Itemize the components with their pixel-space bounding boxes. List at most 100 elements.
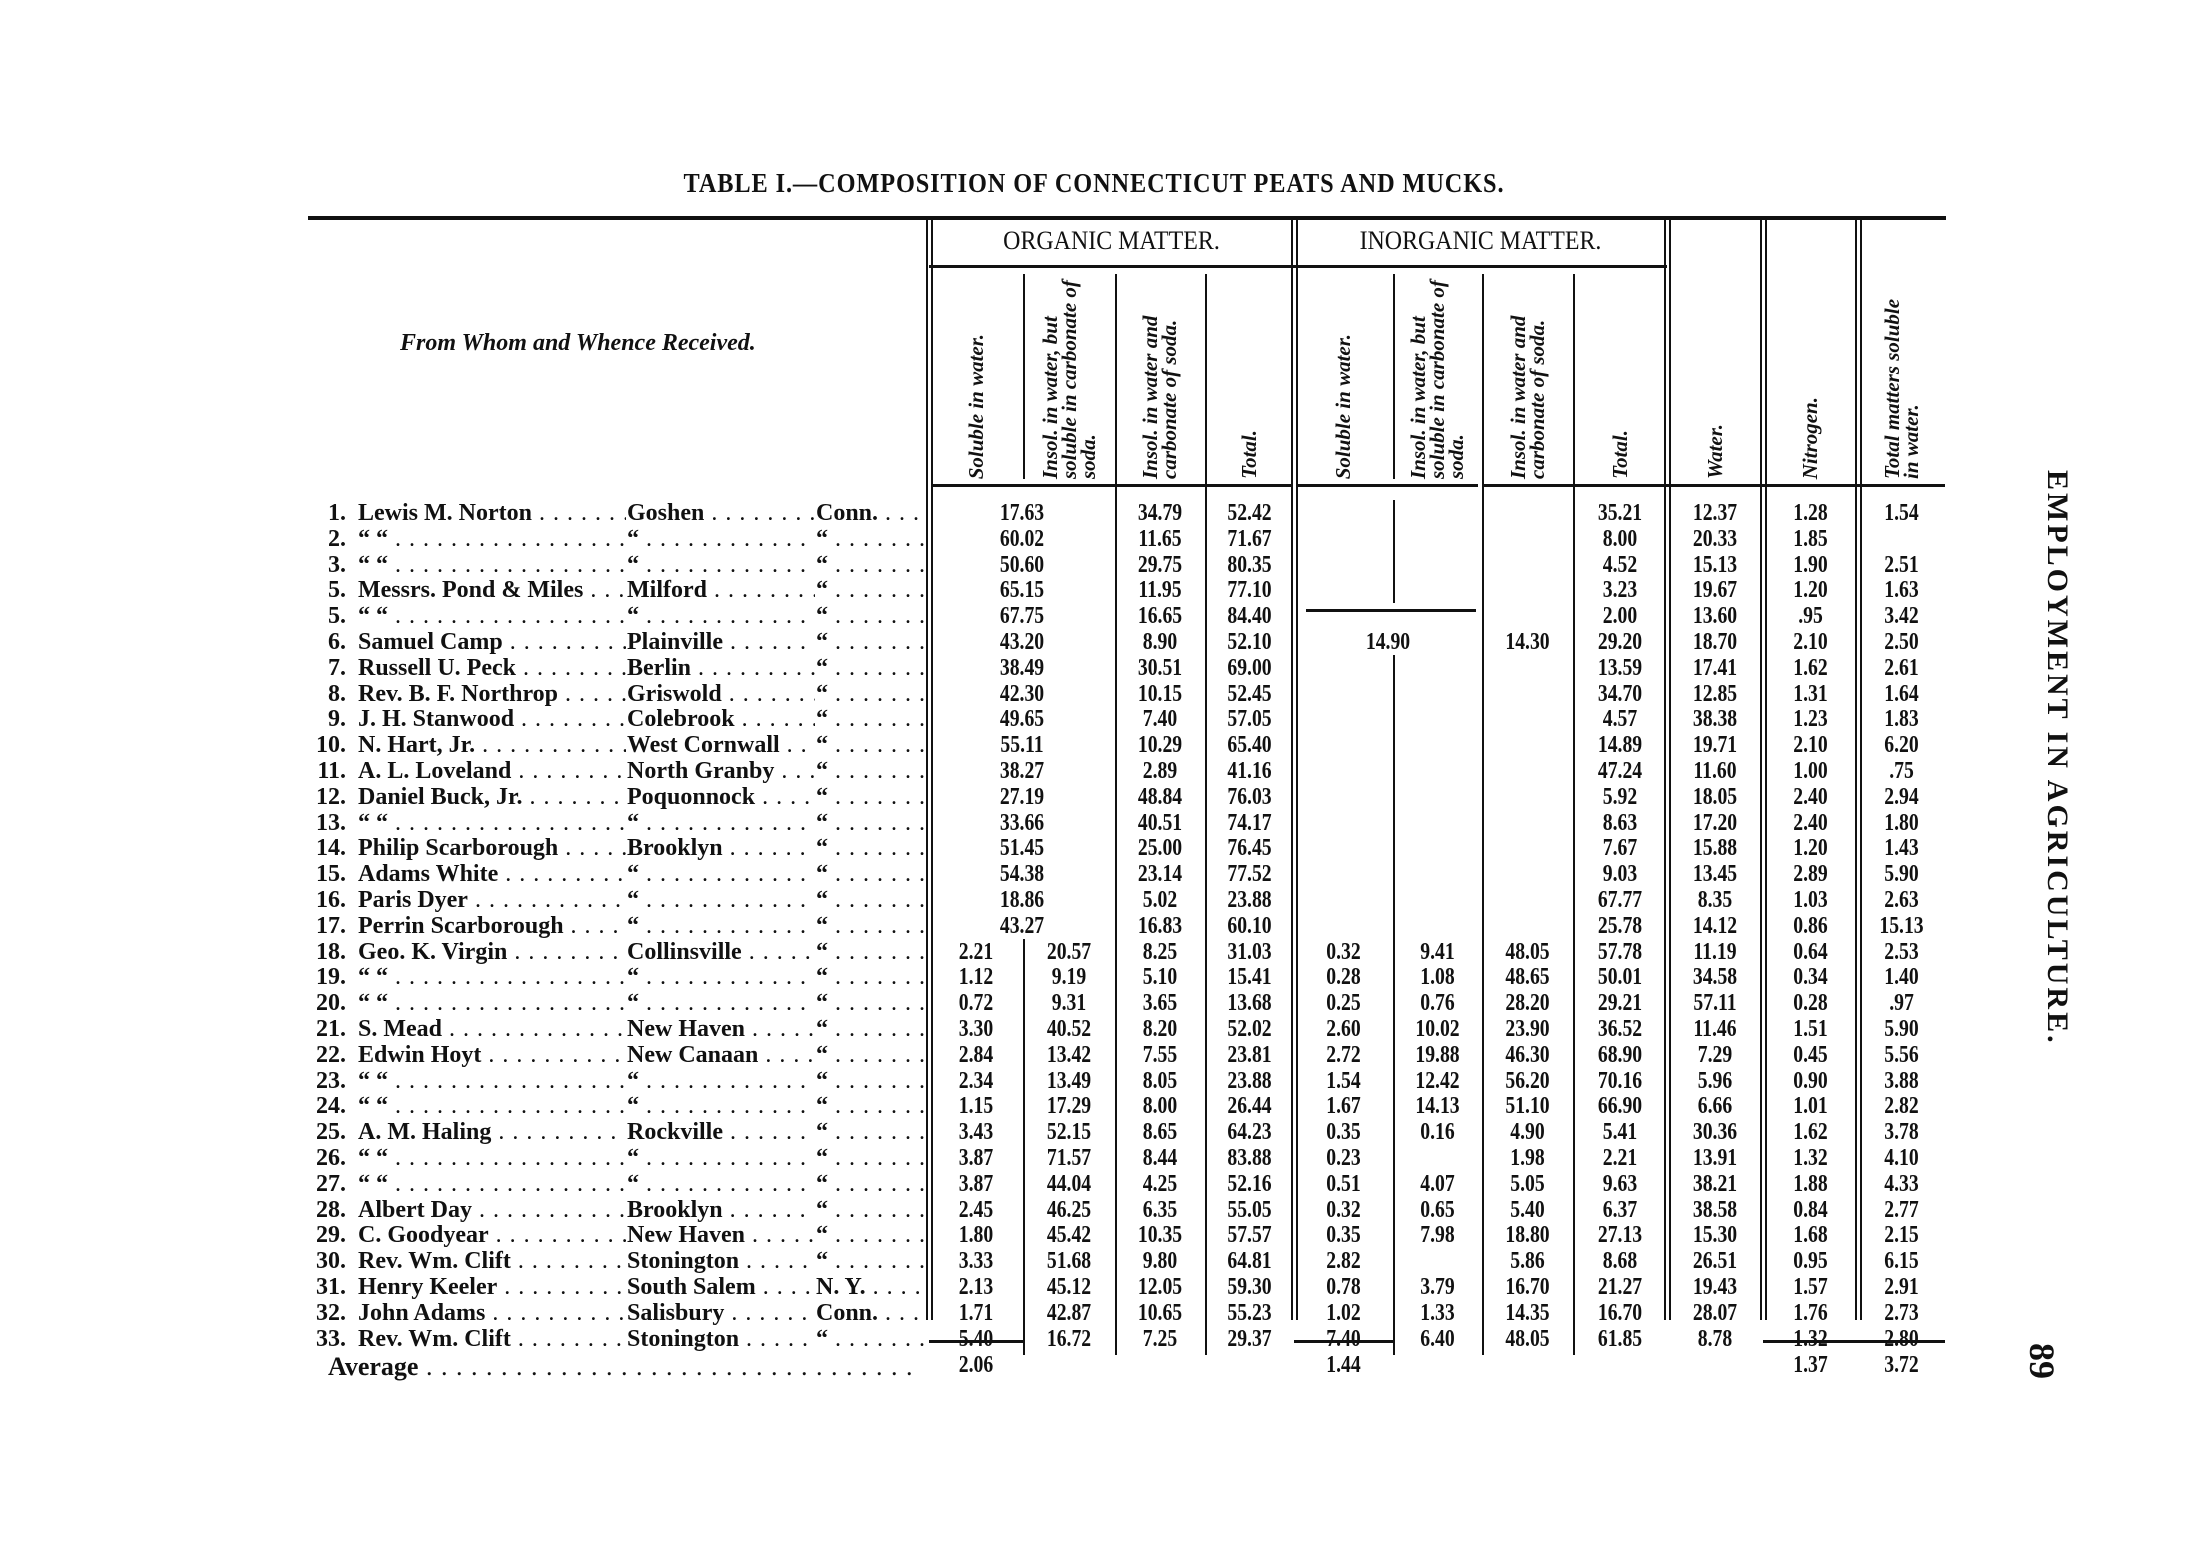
rule-line: [1858, 484, 1945, 487]
cell-total-soluble: 2.91: [1884, 1274, 1919, 1300]
town: “: [627, 552, 815, 578]
cell-nitrogen: 1.62: [1793, 1119, 1828, 1146]
cell-inorganic-insol: 5.40: [1510, 1196, 1545, 1223]
average-row-label: Average: [328, 1352, 918, 1382]
cell-organic-insol: 7.55: [1142, 1041, 1178, 1068]
cell-organic-insol: 34.79: [1137, 500, 1183, 526]
row-number: 13.: [316, 809, 346, 836]
cell-organic-soluble: 60.02: [999, 525, 1045, 552]
cell-organic-total: 52.16: [1227, 1170, 1272, 1197]
table-row: 9. J. H. StanwoodColebrook“ 49.65 7.40 57.05…: [0, 706, 2000, 732]
town: Rockville: [627, 1119, 815, 1145]
cell-water: 11.19: [1693, 938, 1737, 965]
town: West Cornwall: [627, 732, 815, 758]
sender-name: Rev. Wm. Clift: [358, 1248, 626, 1274]
column-header-text: Insol. in water and carbonate of soda.: [1138, 315, 1181, 479]
cell-inorganic-insol: 23.90: [1505, 1016, 1550, 1042]
cell-organic-insol-soluble-soda: 45.42: [1046, 1222, 1092, 1249]
town: “: [627, 1145, 815, 1171]
cell-inorganic-soluble: 2.82: [1326, 1248, 1361, 1275]
cell-inorganic-insol: 48.05: [1505, 1325, 1550, 1352]
table-row: 26.“ “““3.8771.578.4483.880.231.982.2113…: [0, 1145, 2000, 1171]
state: “: [816, 732, 926, 758]
table-title: TABLE I.—COMPOSITION OF CONNECTICUT PEAT…: [683, 168, 1505, 198]
row-number: 27.: [316, 1170, 346, 1197]
rule-line: [1115, 484, 1205, 487]
cell-inorganic-total: 8.00: [1602, 525, 1638, 552]
sender-name: Lewis M. Norton: [358, 500, 626, 526]
cell-inorganic-insol: 46.30: [1505, 1041, 1550, 1068]
row-number: 7.: [328, 654, 346, 681]
sender-name: Perrin Scarborough: [358, 913, 626, 939]
column-header-water: Water.: [1667, 274, 1763, 479]
cell-organic-soluble: 0.72: [958, 990, 994, 1017]
sender-name: Adams White: [358, 861, 626, 887]
cell-total-soluble: 2.73: [1884, 1299, 1919, 1326]
state: “: [816, 758, 926, 784]
cell-organic-soluble: 17.63: [999, 500, 1045, 526]
running-head: EMPLOYMENT IN AGRICULTURE.: [2041, 470, 2074, 1046]
column-header-text: Insol. in water, but soluble in carbonat…: [1406, 280, 1468, 479]
cell-inorganic-insol: 48.65: [1505, 964, 1550, 991]
town: Collinsville: [627, 939, 815, 965]
cell-organic-insol: 2.89: [1142, 758, 1178, 784]
cell-inorganic-soluble: 1.67: [1326, 1093, 1361, 1120]
cell-inorganic-insol: 51.10: [1505, 1093, 1550, 1120]
town: Milford: [627, 577, 815, 603]
sender-name: C. Goodyear: [358, 1222, 626, 1248]
cell-inorganic-insol: 4.90: [1510, 1119, 1545, 1146]
rule-line: [1855, 220, 1857, 1320]
cell-inorganic-total: 4.57: [1602, 706, 1638, 733]
table-row: 18. Geo. K. VirginCollinsville“ 2.21 20.57 8…: [0, 939, 2000, 965]
cell-inorganic-total: 67.77: [1597, 887, 1643, 913]
town: “: [627, 603, 815, 629]
town: New Haven: [627, 1016, 815, 1042]
cell-organic-insol-soluble-soda: 44.04: [1046, 1170, 1092, 1197]
cell-organic-insol: 11.65: [1138, 525, 1182, 552]
cell-water: 7.29: [1697, 1041, 1733, 1068]
cell-organic-total: 52.45: [1227, 680, 1272, 707]
cell-organic-insol: 10.65: [1137, 1299, 1183, 1326]
cell-inorganic-total: 9.03: [1602, 861, 1638, 888]
cell-inorganic-insol-soluble-soda: 12.42: [1415, 1067, 1460, 1094]
cell-inorganic-insol-soluble-soda: 0.76: [1420, 990, 1455, 1017]
cell-water: 6.66: [1697, 1093, 1733, 1120]
cell-nitrogen: 1.90: [1793, 551, 1828, 578]
cell-inorganic-insol-soluble-soda: 3.79: [1420, 1274, 1455, 1300]
state: “: [816, 1171, 926, 1197]
cell-total-soluble: 2.50: [1884, 629, 1919, 655]
cell-organic-insol-soluble-soda: 16.72: [1046, 1325, 1092, 1352]
sender-name: S. Mead: [358, 1016, 626, 1042]
cell-total-soluble: 6.20: [1884, 732, 1919, 759]
cell-organic-insol: 23.14: [1137, 861, 1183, 888]
cell-organic-total: 13.68: [1227, 990, 1272, 1017]
cell-nitrogen: 1.32: [1793, 1145, 1828, 1171]
cell-water: 34.58: [1692, 964, 1738, 991]
table-row: 19.“ “““1.129.195.1015.410.281.0848.6550…: [0, 964, 2000, 990]
cell-organic-insol-soluble-soda: 46.25: [1046, 1196, 1092, 1223]
cell-water: 57.11: [1693, 990, 1737, 1017]
cell-total-soluble: 3.88: [1884, 1067, 1919, 1094]
cell-organic-soluble: 42.30: [999, 680, 1045, 707]
state: “: [816, 629, 926, 655]
cell-total-soluble: 2.82: [1884, 1093, 1919, 1120]
cell-nitrogen: 1.31: [1793, 680, 1828, 707]
rule-line: [929, 265, 1294, 268]
cell-total-soluble: 3.78: [1884, 1119, 1919, 1146]
sender-name: “ “: [358, 603, 626, 629]
cell-nitrogen: 0.64: [1793, 938, 1828, 965]
row-number: 2.: [328, 525, 346, 552]
cell-inorganic-total: 13.59: [1597, 654, 1643, 681]
town: South Salem: [627, 1274, 815, 1300]
cell-organic-soluble: 1.80: [958, 1222, 994, 1249]
state: “: [816, 964, 926, 990]
column-header-organic-total: Total.: [1205, 274, 1294, 479]
sender-name: “ “: [358, 1171, 626, 1197]
cell-nitrogen: 1.20: [1793, 835, 1828, 862]
column-header-inorganic-total: Total.: [1573, 274, 1667, 479]
cell-organic-total: 69.00: [1227, 654, 1272, 681]
cell-nitrogen: 0.95: [1793, 1248, 1828, 1275]
cell-organic-total: 41.16: [1227, 758, 1272, 784]
town: Brooklyn: [627, 835, 815, 861]
cell-organic-soluble: 3.30: [958, 1016, 994, 1042]
